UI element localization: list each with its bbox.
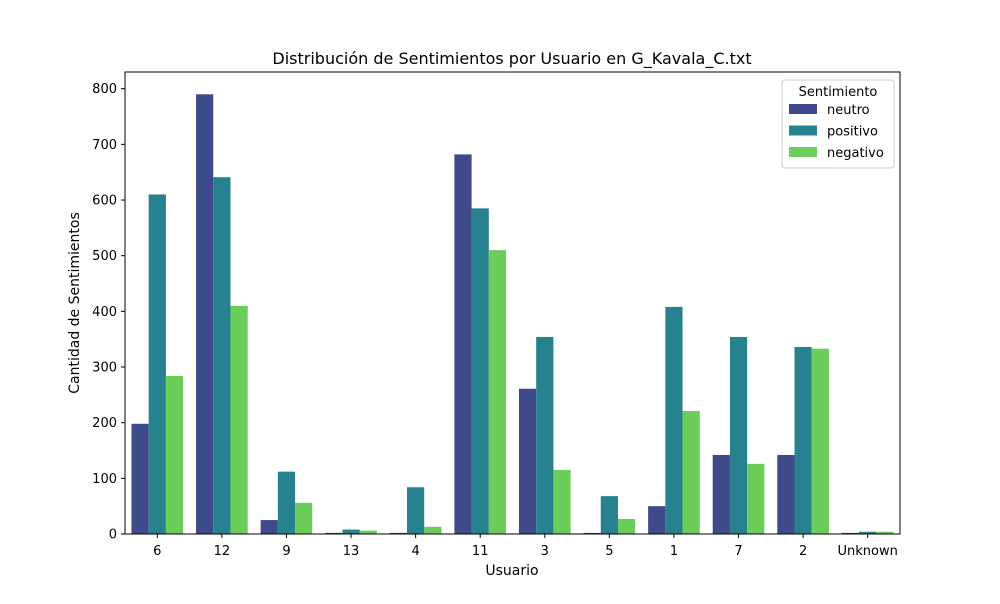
bar-neutro-2 xyxy=(777,454,795,534)
chart-title: Distribución de Sentimientos por Usuario… xyxy=(272,49,751,69)
legend-swatch-negativo xyxy=(789,147,817,157)
bar-neutro-1 xyxy=(648,506,666,534)
x-tick-label: 6 xyxy=(153,544,161,559)
y-tick-label: 400 xyxy=(92,305,117,320)
legend-label-positivo: positivo xyxy=(827,125,878,140)
bar-negativo-11 xyxy=(488,250,507,534)
bar-negativo-5 xyxy=(617,518,636,534)
bar-neutro-11 xyxy=(454,154,472,534)
bar-positivo-4 xyxy=(407,487,425,534)
y-tick-label: 500 xyxy=(92,249,117,264)
bar-neutro-4 xyxy=(389,532,408,534)
bar-positivo-7 xyxy=(729,336,748,534)
y-tick-label: 600 xyxy=(92,194,117,209)
legend-title: Sentimiento xyxy=(799,85,878,100)
legend-label-neutro: neutro xyxy=(827,103,870,118)
bar-neutro-6 xyxy=(131,423,149,534)
y-tick-label: 0 xyxy=(109,528,117,543)
bar-neutro-9 xyxy=(260,520,278,534)
bar-positivo-1 xyxy=(665,306,683,534)
bars-layer xyxy=(131,94,894,535)
bar-negativo-2 xyxy=(811,348,829,534)
legend-swatch-positivo xyxy=(789,125,817,136)
bar-neutro-5 xyxy=(583,532,601,534)
bar-neutro-Unknown xyxy=(841,532,860,534)
bar-positivo-Unknown xyxy=(859,531,877,534)
bar-positivo-6 xyxy=(148,194,166,534)
x-tick-label: 7 xyxy=(734,544,742,559)
y-axis: 0 100 200 300 400 500 600 700 800 xyxy=(92,82,125,543)
bar-negativo-Unknown xyxy=(876,531,894,534)
y-tick-label: 300 xyxy=(92,361,117,376)
bar-neutro-13 xyxy=(325,532,343,534)
bar-positivo-13 xyxy=(342,529,360,534)
y-tick-label: 800 xyxy=(92,82,117,97)
x-tick-label: 9 xyxy=(282,544,290,559)
x-tick-label: 2 xyxy=(799,544,807,559)
x-tick-label: 12 xyxy=(214,544,231,559)
y-tick-label: 700 xyxy=(92,138,117,153)
bar-neutro-7 xyxy=(712,454,730,534)
bar-positivo-12 xyxy=(213,177,231,534)
legend-label-negativo: negativo xyxy=(827,146,884,161)
bar-neutro-3 xyxy=(518,388,537,534)
bar-negativo-4 xyxy=(424,526,442,534)
bar-positivo-11 xyxy=(471,208,489,534)
plot-frame xyxy=(124,71,901,535)
x-tick-label: 5 xyxy=(605,544,613,559)
legend-box xyxy=(781,79,895,169)
legend-swatch-neutro xyxy=(789,104,817,114)
bar-neutro-12 xyxy=(196,94,214,535)
x-axis-label: Usuario xyxy=(485,563,538,579)
bar-positivo-5 xyxy=(600,496,618,534)
bar-negativo-12 xyxy=(230,305,248,534)
x-axis: 6 12 9 13 4 11 3 5 1 7 2 Unknown xyxy=(153,534,898,559)
y-tick-label: 200 xyxy=(92,416,117,431)
bar-positivo-3 xyxy=(536,336,554,534)
x-tick-label: 13 xyxy=(343,544,360,559)
y-tick-label: 100 xyxy=(92,472,117,487)
bar-negativo-13 xyxy=(359,530,377,534)
bar-negativo-7 xyxy=(747,463,765,534)
x-tick-label: 1 xyxy=(670,544,678,559)
bar-positivo-2 xyxy=(794,346,812,534)
bar-negativo-3 xyxy=(553,469,571,534)
x-tick-label: 11 xyxy=(472,544,489,559)
bar-negativo-9 xyxy=(295,502,313,534)
legend-items: neutro positivo negativo xyxy=(789,103,884,161)
bar-negativo-6 xyxy=(165,375,184,534)
x-tick-label: 4 xyxy=(411,544,419,559)
bar-positivo-9 xyxy=(277,471,296,534)
x-tick-label: 3 xyxy=(541,544,549,559)
y-axis-label: Cantidad de Sentimientos xyxy=(67,212,83,393)
x-tick-label: Unknown xyxy=(838,544,898,559)
bar-negativo-1 xyxy=(682,410,700,534)
legend: Sentimiento neutro positivo negativo xyxy=(781,79,895,169)
